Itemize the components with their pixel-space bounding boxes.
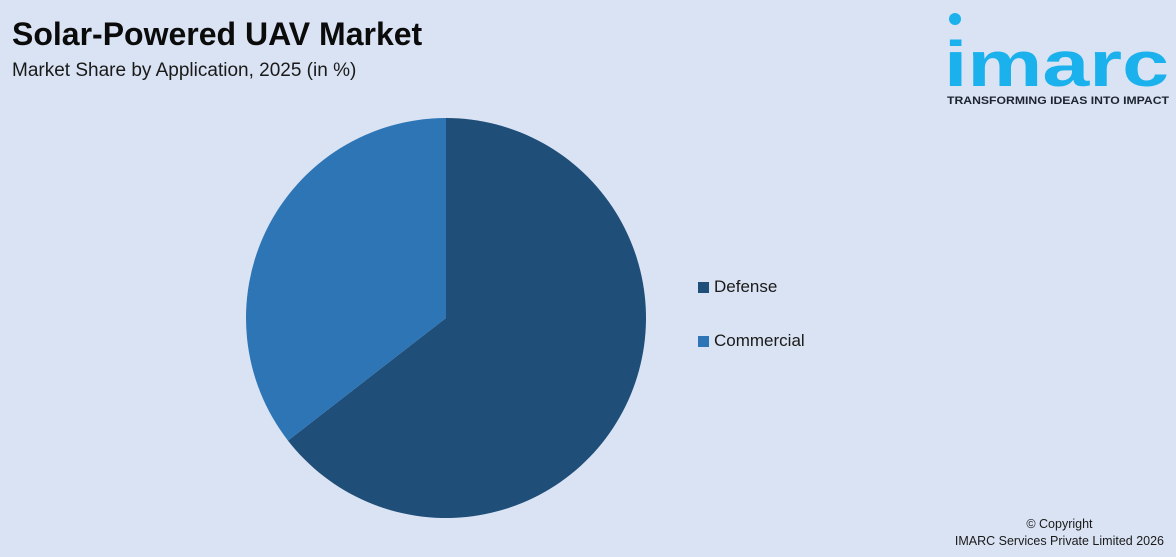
logo-wordmark: imarc <box>944 28 1169 100</box>
copyright-line-2: IMARC Services Private Limited 2026 <box>954 534 1164 548</box>
chart-subtitle: Market Share by Application, 2025 (in %) <box>12 60 357 81</box>
copyright-notice: © Copyright IMARC Services Private Limit… <box>955 516 1164 550</box>
copyright-line-1: © Copyright <box>1026 517 1093 531</box>
legend-item-defense: Defense <box>698 276 805 298</box>
legend-label-commercial: Commercial <box>714 331 805 350</box>
legend-label-defense: Defense <box>714 277 778 296</box>
chart-title: Solar-Powered UAV Market <box>12 16 423 52</box>
legend-swatch-commercial <box>698 335 709 347</box>
chart-legend: Defense Commercial <box>698 276 805 384</box>
pie-slice-commercial <box>246 117 446 441</box>
legend-item-commercial: Commercial <box>698 330 805 352</box>
imarc-logo-graphic: imarc TRANSFORMING IDEAS INTO IMPACT <box>944 13 1169 107</box>
pie-slice-defense <box>287 118 646 519</box>
logo-dot <box>949 13 961 25</box>
legend-swatch-defense <box>698 281 709 293</box>
imarc-logo: imarc TRANSFORMING IDEAS INTO IMPACT <box>944 8 1172 110</box>
logo-tagline: TRANSFORMING IDEAS INTO IMPACT <box>947 95 1169 107</box>
